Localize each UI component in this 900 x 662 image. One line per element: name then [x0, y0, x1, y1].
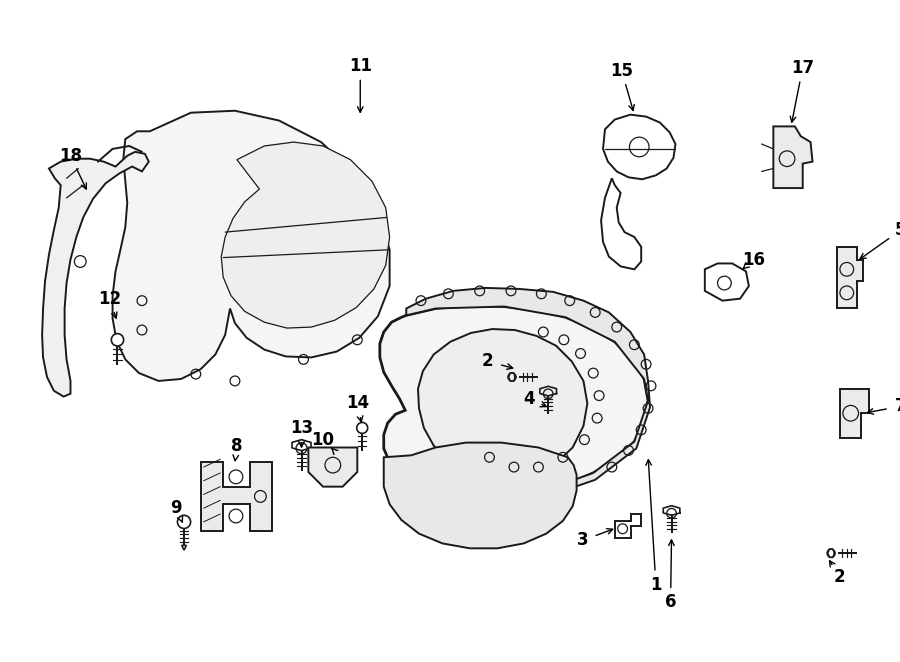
Text: 14: 14: [346, 395, 369, 412]
Text: 13: 13: [290, 419, 313, 437]
Polygon shape: [201, 462, 272, 531]
Text: 11: 11: [348, 57, 372, 75]
Text: 7: 7: [895, 397, 900, 415]
Polygon shape: [112, 111, 390, 381]
Text: 3: 3: [577, 532, 589, 549]
Polygon shape: [418, 329, 588, 489]
Circle shape: [112, 334, 123, 346]
Text: 8: 8: [231, 436, 243, 455]
Polygon shape: [380, 306, 648, 493]
Polygon shape: [840, 389, 869, 438]
Text: 15: 15: [610, 62, 633, 79]
Polygon shape: [383, 443, 577, 548]
Text: 9: 9: [170, 499, 182, 517]
Text: 6: 6: [665, 593, 676, 611]
Text: 1: 1: [650, 575, 662, 594]
Polygon shape: [406, 288, 650, 500]
Text: 17: 17: [791, 59, 814, 77]
Text: 18: 18: [59, 147, 82, 165]
Circle shape: [356, 422, 368, 434]
Polygon shape: [837, 247, 863, 308]
Polygon shape: [773, 126, 813, 188]
Polygon shape: [309, 448, 357, 487]
Text: 2: 2: [834, 568, 846, 586]
Text: 12: 12: [98, 290, 122, 308]
Text: 2: 2: [482, 352, 493, 370]
Text: 5: 5: [895, 221, 900, 239]
Circle shape: [177, 515, 191, 528]
Text: 4: 4: [523, 389, 535, 408]
Polygon shape: [221, 142, 390, 328]
Text: 10: 10: [311, 431, 335, 449]
Polygon shape: [42, 152, 148, 397]
Text: 16: 16: [742, 250, 765, 269]
